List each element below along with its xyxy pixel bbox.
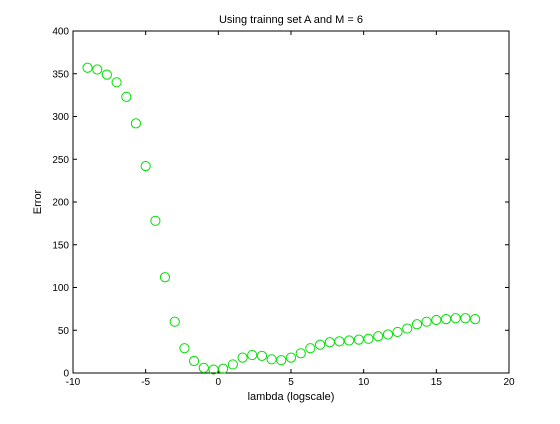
x-tick-label: 15 xyxy=(431,377,443,388)
y-tick-label: 0 xyxy=(63,369,69,380)
y-tick-label: 300 xyxy=(52,112,69,123)
data-point xyxy=(421,316,432,327)
data-point xyxy=(256,350,268,361)
data-point xyxy=(169,316,180,327)
data-point xyxy=(111,77,122,88)
data-point xyxy=(373,331,384,342)
data-point xyxy=(237,352,248,363)
data-point xyxy=(363,333,374,344)
data-point xyxy=(121,91,132,102)
x-tick-label: -5 xyxy=(141,377,150,388)
x-tick-label: 20 xyxy=(503,377,515,388)
data-point xyxy=(411,319,423,330)
x-tick-label: 0 xyxy=(216,377,222,388)
x-tick-label: 5 xyxy=(288,377,294,388)
y-tick-label: 400 xyxy=(52,27,69,38)
data-point xyxy=(101,69,112,80)
y-tick-label: 350 xyxy=(52,69,69,80)
data-point xyxy=(247,349,258,361)
data-point xyxy=(150,215,161,226)
data-point xyxy=(198,362,209,373)
x-axis-label: lambda (logscale) xyxy=(248,391,335,403)
data-points xyxy=(82,62,481,375)
data-point xyxy=(392,326,403,338)
y-axis-label: Error xyxy=(32,189,44,214)
data-point xyxy=(92,64,103,75)
data-point xyxy=(305,343,316,354)
data-point xyxy=(295,348,306,359)
data-point xyxy=(314,339,326,350)
data-point xyxy=(450,313,461,324)
data-point xyxy=(179,343,190,354)
data-point xyxy=(218,363,229,374)
data-point xyxy=(159,272,171,283)
data-point xyxy=(334,336,345,347)
y-tick-label: 250 xyxy=(52,155,69,166)
data-point xyxy=(285,352,297,363)
data-point xyxy=(431,314,442,326)
data-point xyxy=(460,313,471,324)
y-tick-label: 100 xyxy=(52,283,69,294)
data-point xyxy=(188,355,200,367)
data-point xyxy=(140,160,151,172)
data-point xyxy=(82,62,93,73)
y-tick-label: 50 xyxy=(58,326,70,337)
data-point xyxy=(276,355,287,366)
data-point xyxy=(344,335,355,346)
data-point xyxy=(402,323,413,334)
axis-ticks xyxy=(72,30,510,374)
plot-area xyxy=(72,30,510,374)
chart-title: Using trainng set A and M = 6 xyxy=(219,14,363,26)
data-point xyxy=(470,314,481,325)
x-tick-label: -10 xyxy=(66,377,81,388)
y-tick-label: 150 xyxy=(52,240,69,251)
data-point xyxy=(130,118,142,129)
data-point xyxy=(382,329,394,340)
data-point xyxy=(227,359,238,370)
y-tick-label: 200 xyxy=(52,198,69,209)
x-tick-label: 10 xyxy=(358,377,370,388)
